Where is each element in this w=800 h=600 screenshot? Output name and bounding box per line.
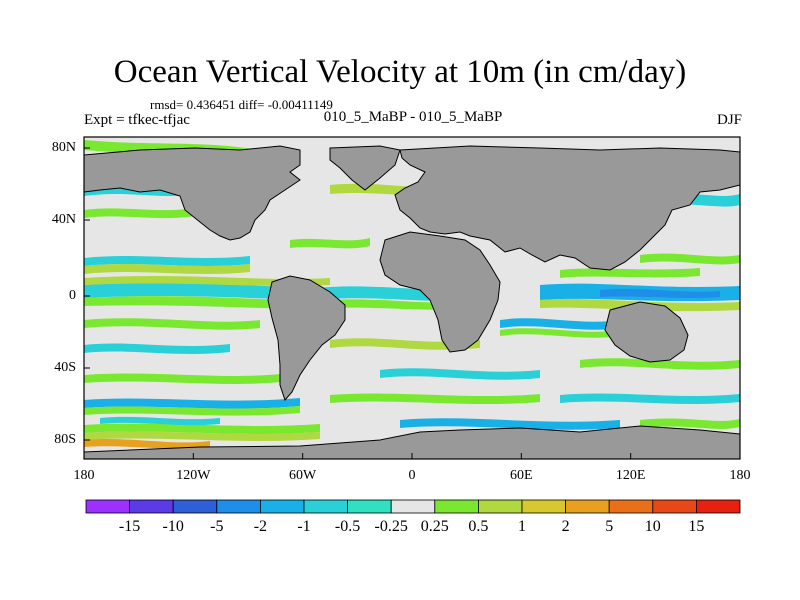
- season-label: DJF: [716, 112, 742, 128]
- colorbar-swatch: [172, 499, 218, 514]
- colorbar-swatch: [85, 499, 130, 514]
- colorbar-label: -0.25: [374, 518, 408, 535]
- colorbar-swatch: [521, 499, 566, 514]
- colorbar-swatch: [565, 499, 610, 514]
- colorbar-swatch: [259, 499, 305, 514]
- colorbar-swatch: [696, 499, 741, 514]
- colorbar-label: 15: [688, 518, 705, 535]
- axis-ticks: [83, 147, 741, 459]
- x-tick-label: 180: [729, 468, 751, 483]
- experiment-label: Expt = tfkec-tfjac: [84, 112, 190, 128]
- colorbar-label: -2: [253, 518, 268, 535]
- colorbar-label: 1: [518, 518, 526, 535]
- x-tick-label: 60W: [289, 468, 317, 483]
- y-tick-label: 40N: [51, 212, 76, 227]
- land-masses: [84, 145, 740, 459]
- colorbar-label: -5: [210, 518, 224, 535]
- x-tick-label: 120W: [176, 468, 211, 483]
- colorbar-label: 2: [561, 518, 570, 535]
- stats-text: rmsd= 0.436451 diff= -0.00411149: [150, 97, 333, 112]
- period-label: 010_5_MaBP - 010_5_MaBP: [323, 109, 503, 125]
- colorbar-label: -1: [297, 518, 311, 535]
- y-tick-label: 80S: [54, 432, 76, 447]
- map-title: Ocean Vertical Velocity at 10m (in cm/da…: [113, 54, 687, 90]
- x-tick-label: 0: [408, 468, 416, 483]
- colorbar-swatch: [652, 499, 697, 514]
- colorbar-label: -0.5: [334, 518, 361, 535]
- colorbar-swatch: [129, 499, 174, 514]
- y-tick-label: 0: [69, 288, 76, 303]
- colorbar-label: -10: [162, 518, 184, 535]
- colorbar-swatch: [216, 499, 261, 514]
- colorbar-swatch: [390, 499, 436, 514]
- colorbar-swatch: [477, 499, 523, 514]
- colorbar-label: 0.5: [468, 518, 489, 535]
- y-tick-label: 40S: [54, 360, 76, 375]
- colorbar-label: 10: [644, 518, 661, 535]
- colorbar-swatch: [434, 499, 479, 514]
- y-tick-label: 80N: [51, 140, 76, 155]
- colorbar-label: -15: [118, 518, 141, 535]
- colorbar-swatch: [303, 499, 348, 514]
- colorbar: [85, 499, 741, 514]
- x-tick-label: 180: [73, 468, 95, 483]
- x-tick-label: 60E: [510, 468, 533, 483]
- colorbar-swatch: [608, 499, 654, 514]
- colorbar-swatch: [347, 499, 392, 514]
- colorbar-label: 0.25: [420, 518, 449, 535]
- x-tick-label: 120E: [615, 468, 646, 483]
- colorbar-label: 5: [605, 518, 614, 535]
